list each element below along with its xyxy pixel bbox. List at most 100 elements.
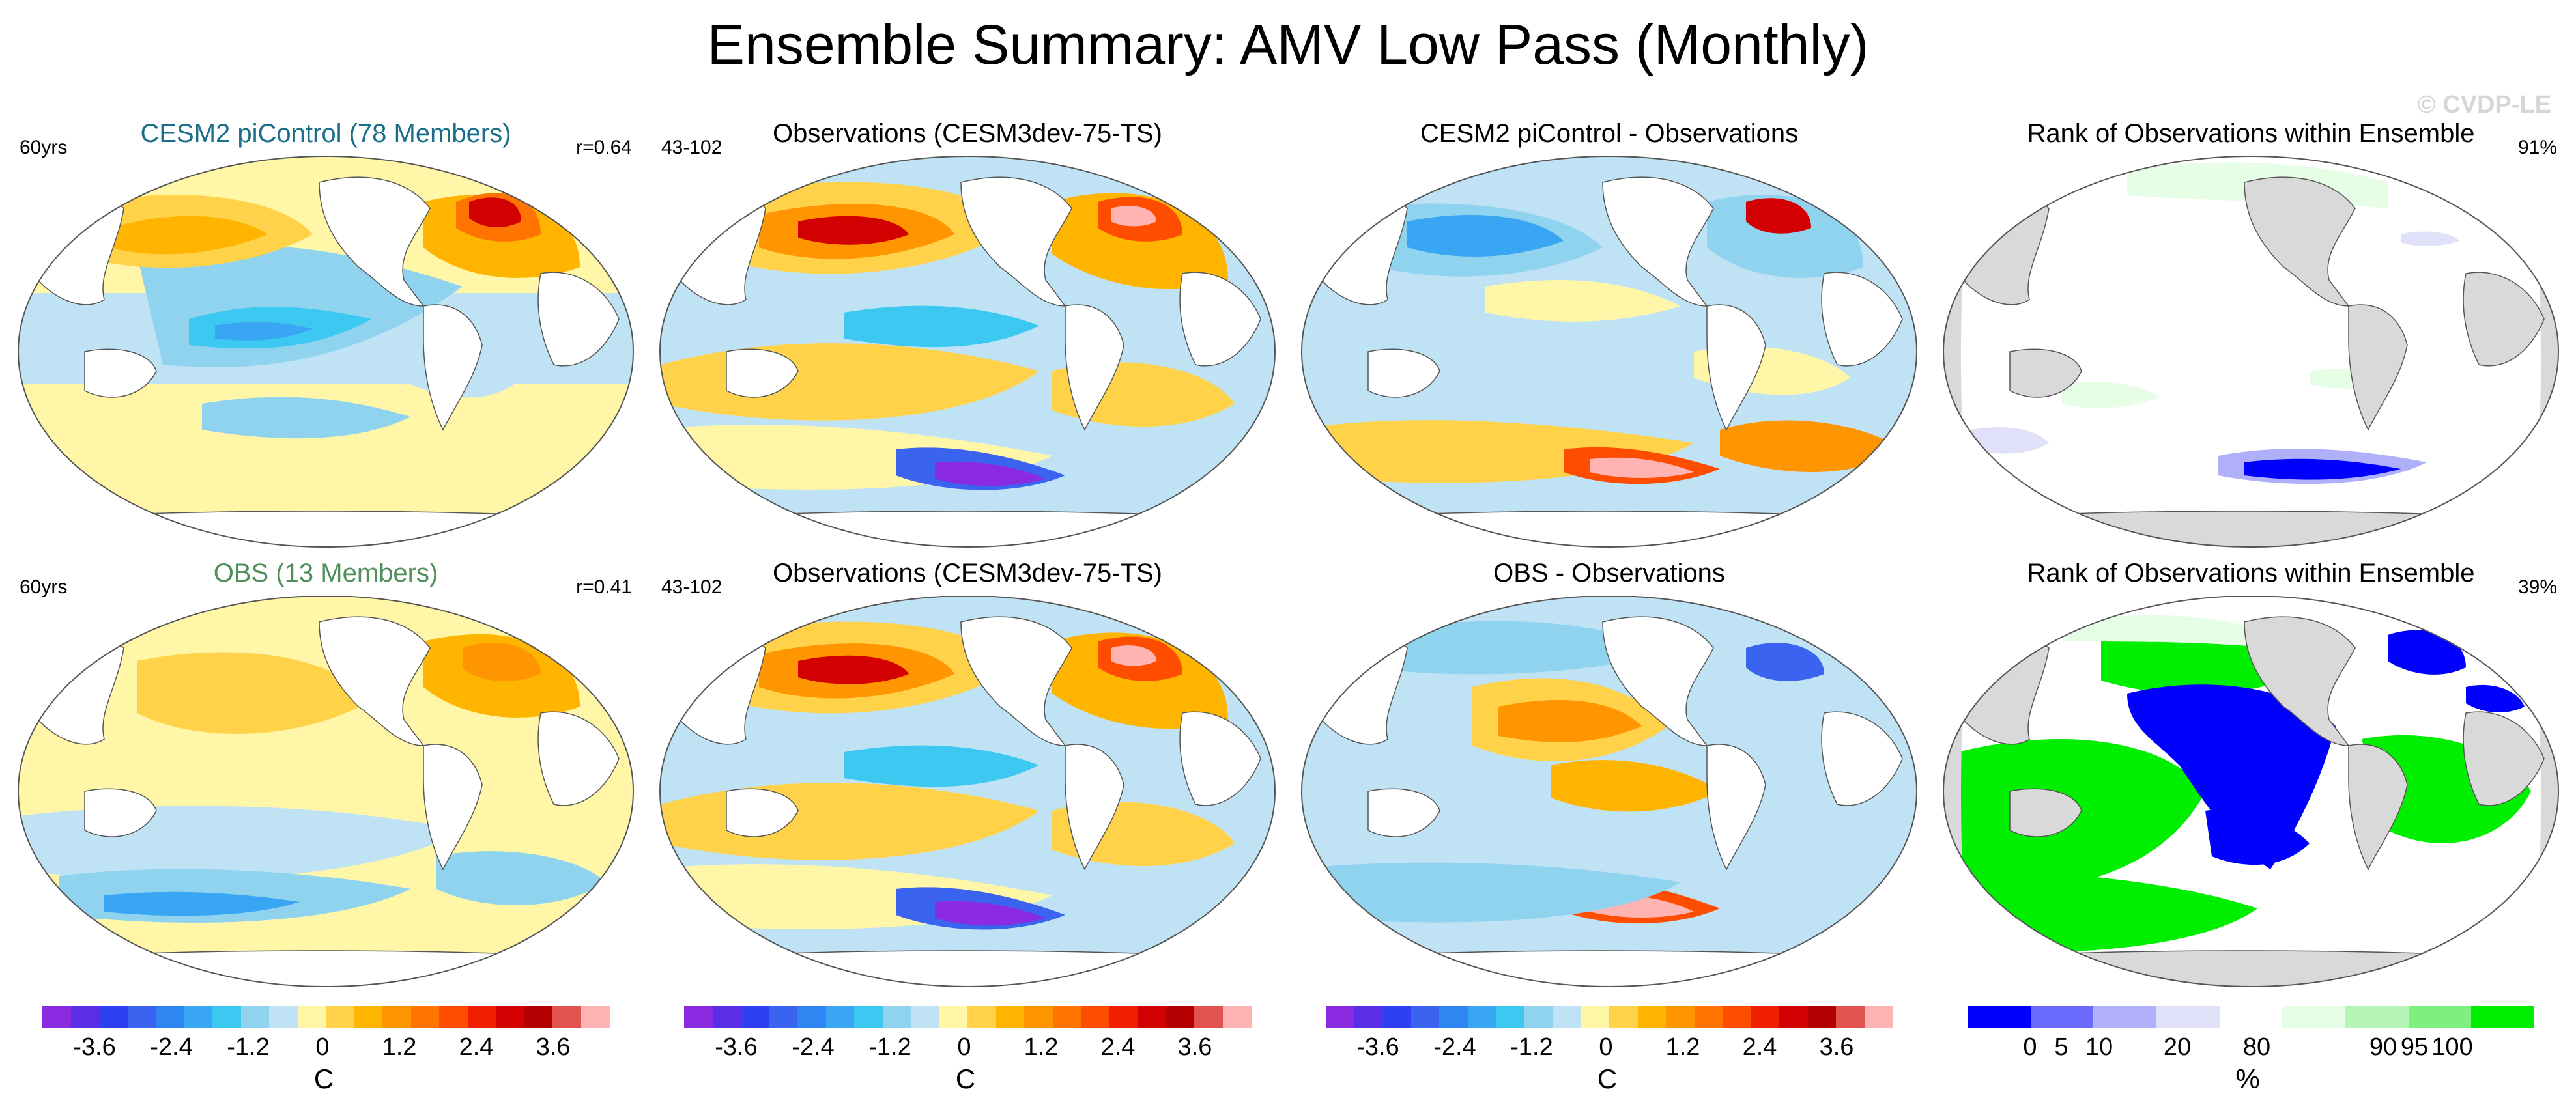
colorbar-tick-label: 1.2 (382, 1033, 417, 1061)
colorbar-swatch (1694, 1006, 1723, 1028)
panel-correlation-label: r=0.41 (576, 576, 632, 598)
colorbar-swatch (1439, 1006, 1468, 1028)
colorbar-unit-label: % (2235, 1063, 2260, 1094)
panel-title: Observations (CESM3dev-75-TS) (773, 119, 1162, 148)
colorbar-swatch (354, 1006, 383, 1028)
colorbar-tick-label: 2.4 (1742, 1033, 1777, 1061)
colorbar-swatch (825, 1006, 855, 1028)
colorbar-tick-label: 80 (2242, 1033, 2271, 1061)
colorbar-swatch (496, 1006, 524, 1028)
colorbar-tick-label: 2.4 (459, 1033, 494, 1061)
colorbar-swatch (967, 1006, 996, 1028)
colorbar-swatch (1138, 1006, 1166, 1028)
panel-rank-percent: 39% (2517, 576, 2557, 598)
colorbar-tick-label: 0 (1599, 1033, 1613, 1061)
map-observations-bottom (659, 596, 1276, 987)
colorbar-tick-label: -3.6 (715, 1033, 758, 1061)
panel-title: Observations (CESM3dev-75-TS) (773, 559, 1162, 587)
colorbar-swatch (156, 1006, 184, 1028)
colorbar-swatch (1081, 1006, 1109, 1028)
colorbar-swatch (1864, 1006, 1893, 1028)
colorbar-swatch (1581, 1006, 1610, 1028)
map-observations-top (659, 156, 1276, 548)
panel-period-label: 43-102 (661, 137, 723, 158)
colorbar-swatch (1779, 1006, 1808, 1028)
colorbar-swatch (99, 1006, 128, 1028)
colorbar-swatch (580, 1006, 610, 1028)
panel-model-ensemble: CESM2 piControl (78 Members) 60yrs r=0.6… (7, 117, 645, 573)
colorbar-swatch (212, 1006, 241, 1028)
colorbar-tick-label: 3.6 (1177, 1033, 1212, 1061)
colorbar-swatch (127, 1006, 156, 1028)
panel-rank-top: Rank of Observations within Ensemble 91% (1932, 117, 2570, 573)
colorbar-swatch (2093, 1006, 2157, 1028)
colorbar-swatch (1326, 1006, 1354, 1028)
colorbar-swatch (1109, 1006, 1138, 1028)
colorbar-swatch (1553, 1006, 1581, 1028)
colorbar-swatch (382, 1006, 411, 1028)
colorbar-swatch (1666, 1006, 1695, 1028)
colorbar-tick-label: -1.2 (868, 1033, 911, 1061)
colorbar-swatch (854, 1006, 883, 1028)
colorbar-swatch (2345, 1006, 2409, 1028)
colorbar-tick-label: 1.2 (1665, 1033, 1700, 1061)
colorbar-swatch (184, 1006, 213, 1028)
colorbar-swatch (70, 1006, 100, 1028)
colorbar-swatch (410, 1006, 440, 1028)
colorbar-swatch (1354, 1006, 1383, 1028)
panel-difference-top: CESM2 piControl - Observations (1290, 117, 1928, 573)
map-difference-top (1301, 156, 1917, 548)
colorbar-unit-label: C (313, 1063, 334, 1094)
colorbar-swatch (2030, 1006, 2094, 1028)
panel-rank-bottom: Rank of Observations within Ensemble 39% (1932, 557, 2570, 1013)
colorbar-swatch (1410, 1006, 1440, 1028)
colorbar-swatch (1807, 1006, 1837, 1028)
panel-obs-ensemble: OBS (13 Members) 60yrs r=0.41 (7, 557, 645, 1013)
colorbar-swatch (269, 1006, 298, 1028)
colorbar-swatch (297, 1006, 326, 1028)
colorbar-tick-label: -2.4 (1433, 1033, 1476, 1061)
map-rank-bottom (1943, 596, 2559, 987)
colorbar-swatch (1968, 1006, 2031, 1028)
colorbar-swatch (1194, 1006, 1223, 1028)
colorbar-swatch (741, 1006, 769, 1028)
colorbar-tick-label: -1.2 (227, 1033, 270, 1061)
panel-observations-bottom: Observations (CESM3dev-75-TS) 43-102 (648, 557, 1287, 1013)
colorbar-swatch (2408, 1006, 2472, 1028)
colorbar-swatch (911, 1006, 939, 1028)
colorbar-tick-label: 10 (2085, 1033, 2113, 1061)
colorbar-swatch (1751, 1006, 1780, 1028)
panel-title: CESM2 piControl - Observations (1420, 119, 1799, 148)
colorbar-swatch (1382, 1006, 1411, 1028)
colorbar-swatch (939, 1006, 968, 1028)
colorbar-tick-label: 2.4 (1100, 1033, 1136, 1061)
colorbar-swatch (2471, 1006, 2535, 1028)
map-model-ensemble (18, 156, 634, 548)
colorbar-swatch (1024, 1006, 1053, 1028)
panel-title: Rank of Observations within Ensemble (2027, 559, 2475, 587)
colorbar-swatch (1836, 1006, 1865, 1028)
map-obs-ensemble (18, 596, 634, 987)
colorbar-tick-label: 90 (2369, 1033, 2397, 1061)
colorbar-swatch (684, 1006, 713, 1028)
colorbar-swatch (769, 1006, 798, 1028)
colorbar-tick-label: -2.4 (792, 1033, 835, 1061)
panel-title: CESM2 piControl (78 Members) (140, 119, 511, 148)
colorbar-tick-label: -3.6 (73, 1033, 116, 1061)
colorbar-swatch (995, 1006, 1025, 1028)
panel-title: OBS (13 Members) (213, 559, 438, 587)
colorbar-swatch (2219, 1006, 2283, 1028)
colorbar-swatch (797, 1006, 826, 1028)
map-difference-bottom (1301, 596, 1917, 987)
colorbar-tick-label: 0 (315, 1033, 330, 1061)
colorbar-swatch (1723, 1006, 1751, 1028)
colorbar-tick-label: -2.4 (150, 1033, 193, 1061)
colorbar-swatch (712, 1006, 741, 1028)
watermark: © CVDP-LE (2417, 91, 2551, 119)
colorbar-swatch (1609, 1006, 1638, 1028)
figure-title: Ensemble Summary: AMV Low Pass (Monthly) (707, 14, 1869, 76)
colorbar-unit-label: C (955, 1063, 976, 1094)
colorbar-swatch (524, 1006, 553, 1028)
colorbar-unit-label: C (1597, 1063, 1618, 1094)
colorbar-swatch (2282, 1006, 2346, 1028)
